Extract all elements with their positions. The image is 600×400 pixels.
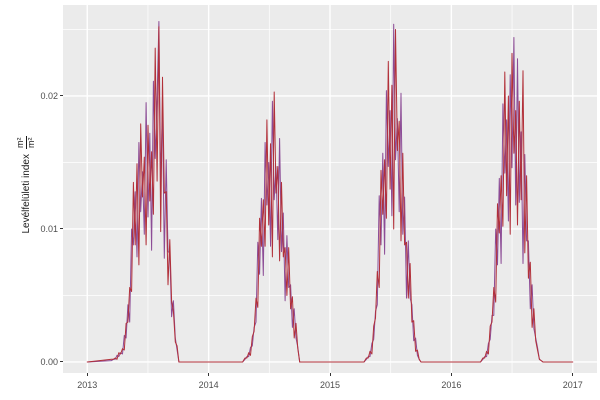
x-tick-label: 2013	[77, 380, 98, 390]
x-tick-label: 2015	[319, 380, 341, 390]
x-tick-mark	[450, 373, 452, 376]
x-tick-mark	[329, 373, 331, 376]
y-axis-fraction-denominator: m²	[25, 137, 36, 149]
y-tick-label: 0.02	[40, 90, 58, 101]
y-axis-title-fraction: m² m²	[15, 136, 36, 149]
y-tick-mark	[60, 228, 63, 230]
y-tick-mark	[60, 361, 63, 363]
y-axis-fraction-numerator: m²	[15, 136, 27, 149]
x-tick-mark	[86, 373, 88, 376]
y-tick-label: 0.01	[40, 223, 58, 234]
y-tick-label: 0.00	[40, 356, 58, 367]
x-tick-label: 2014	[198, 380, 219, 390]
y-axis-title-text: Levélfelületi index	[20, 154, 32, 234]
x-tick-mark	[572, 373, 574, 376]
x-tick-label: 2017	[562, 380, 583, 390]
x-tick-label: 2016	[441, 380, 462, 390]
y-tick-mark	[60, 95, 63, 97]
series-line-lai-red	[86, 26, 574, 363]
x-tick-mark	[208, 373, 210, 376]
